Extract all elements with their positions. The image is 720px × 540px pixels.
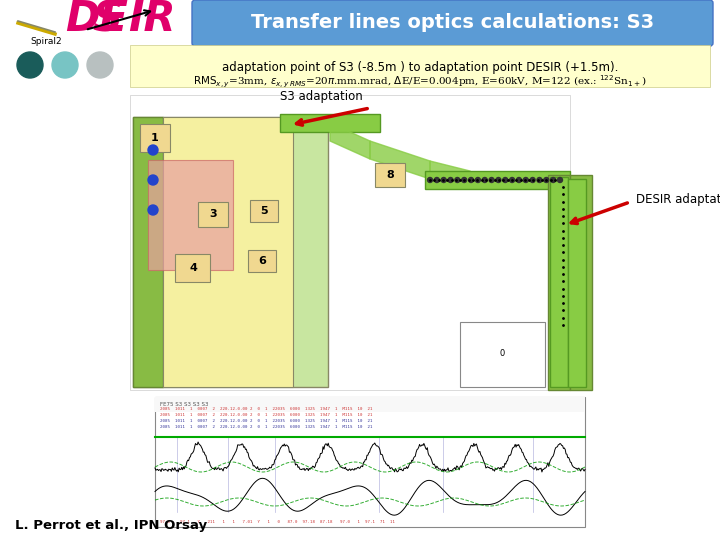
Text: 6: 6: [258, 256, 266, 266]
Bar: [568, 179, 586, 387]
Bar: [140, 124, 170, 152]
Circle shape: [503, 178, 508, 183]
Text: Transfer lines optics calculations: S3: Transfer lines optics calculations: S3: [251, 14, 654, 32]
Text: 1: 1: [151, 133, 159, 143]
Circle shape: [496, 178, 501, 183]
Circle shape: [148, 205, 158, 215]
Circle shape: [148, 145, 158, 155]
Bar: [555, 177, 573, 387]
Bar: [570, 175, 592, 390]
Text: FE75 S3 S3 S3 S3: FE75 S3 S3 S3 S3: [160, 402, 209, 407]
Bar: [460, 322, 545, 387]
Circle shape: [448, 178, 453, 183]
Text: 5: 5: [260, 206, 268, 216]
Bar: [130, 45, 710, 87]
Bar: [148, 160, 233, 270]
Text: 8: 8: [386, 170, 394, 180]
Circle shape: [489, 178, 494, 183]
Text: DE: DE: [65, 0, 128, 40]
Text: 2085  1011  1  0007  2  220.12-0.00 2  0  1  22035  6000  1325  1947  1  M11S  1: 2085 1011 1 0007 2 220.12-0.00 2 0 1 220…: [160, 419, 372, 423]
Circle shape: [510, 178, 515, 183]
Bar: [133, 117, 163, 387]
Circle shape: [516, 178, 521, 183]
Text: adaptation point of S3 (-8.5m ) to adaptation point DESIR (+1.5m).: adaptation point of S3 (-8.5m ) to adapt…: [222, 62, 618, 75]
Circle shape: [537, 178, 542, 183]
Text: $\mathrm{RMS}_{x,y}$=3mm, $\varepsilon_{x,y\,RMS}$=20$\pi$.mm.mrad, $\Delta$E/E=: $\mathrm{RMS}_{x,y}$=3mm, $\varepsilon_{…: [193, 74, 647, 90]
Circle shape: [428, 178, 433, 183]
Bar: [198, 202, 228, 227]
Circle shape: [17, 52, 43, 78]
Bar: [155, 397, 585, 527]
Text: 2085  1011  1  0007  2  220.12-0.00 2  0  1  22035  6000  1325  1947  1  M11S  1: 2085 1011 1 0007 2 220.12-0.00 2 0 1 220…: [160, 407, 372, 411]
Text: Spiral2: Spiral2: [30, 37, 62, 46]
Text: 0: 0: [500, 349, 505, 359]
Bar: [175, 254, 210, 282]
Polygon shape: [330, 123, 370, 159]
Text: L. Perrot et al., IPN Orsay: L. Perrot et al., IPN Orsay: [15, 519, 207, 532]
Bar: [250, 200, 278, 222]
Text: 2085  1011  1  0007  2  220.12-0.00 2  0  1  22035  6000  1325  1947  1  M11S  1: 2085 1011 1 0007 2 220.12-0.00 2 0 1 220…: [160, 413, 372, 417]
Bar: [248, 250, 276, 272]
Bar: [133, 117, 328, 387]
Circle shape: [148, 175, 158, 185]
Text: S: S: [92, 0, 122, 40]
Circle shape: [551, 178, 556, 183]
Text: DESIR adaptation: DESIR adaptation: [636, 193, 720, 206]
Bar: [280, 114, 380, 132]
Text: S3 adaptation: S3 adaptation: [280, 90, 363, 103]
Circle shape: [52, 52, 78, 78]
Circle shape: [462, 178, 467, 183]
Bar: [548, 175, 570, 390]
Circle shape: [441, 178, 446, 183]
Bar: [130, 95, 570, 390]
Circle shape: [523, 178, 528, 183]
Bar: [163, 117, 293, 387]
Circle shape: [475, 178, 480, 183]
Bar: [553, 179, 585, 387]
Bar: [137, 120, 222, 155]
Circle shape: [557, 178, 562, 183]
Circle shape: [455, 178, 460, 183]
Circle shape: [482, 178, 487, 183]
Circle shape: [434, 178, 439, 183]
Polygon shape: [430, 161, 470, 189]
Bar: [425, 171, 570, 189]
Text: 97.0    97.1   Y   211   1   1   7.01  Y   1   0   87.0  97.18  87.18   97.0   1: 97.0 97.1 Y 211 1 1 7.01 Y 1 0 87.0 97.1…: [160, 520, 395, 524]
Bar: [550, 177, 568, 387]
FancyBboxPatch shape: [192, 0, 713, 46]
Text: 2085  1011  1  0007  2  220.12-0.00 2  0  1  22035  6000  1325  1947  1  M11S  1: 2085 1011 1 0007 2 220.12-0.00 2 0 1 220…: [160, 425, 372, 429]
Text: 3: 3: [210, 209, 217, 219]
Bar: [375, 163, 405, 187]
Polygon shape: [370, 141, 430, 179]
Circle shape: [469, 178, 474, 183]
Text: 4: 4: [189, 263, 197, 273]
Circle shape: [87, 52, 113, 78]
Bar: [155, 397, 585, 412]
Text: IR: IR: [128, 0, 176, 40]
Circle shape: [544, 178, 549, 183]
Circle shape: [530, 178, 535, 183]
